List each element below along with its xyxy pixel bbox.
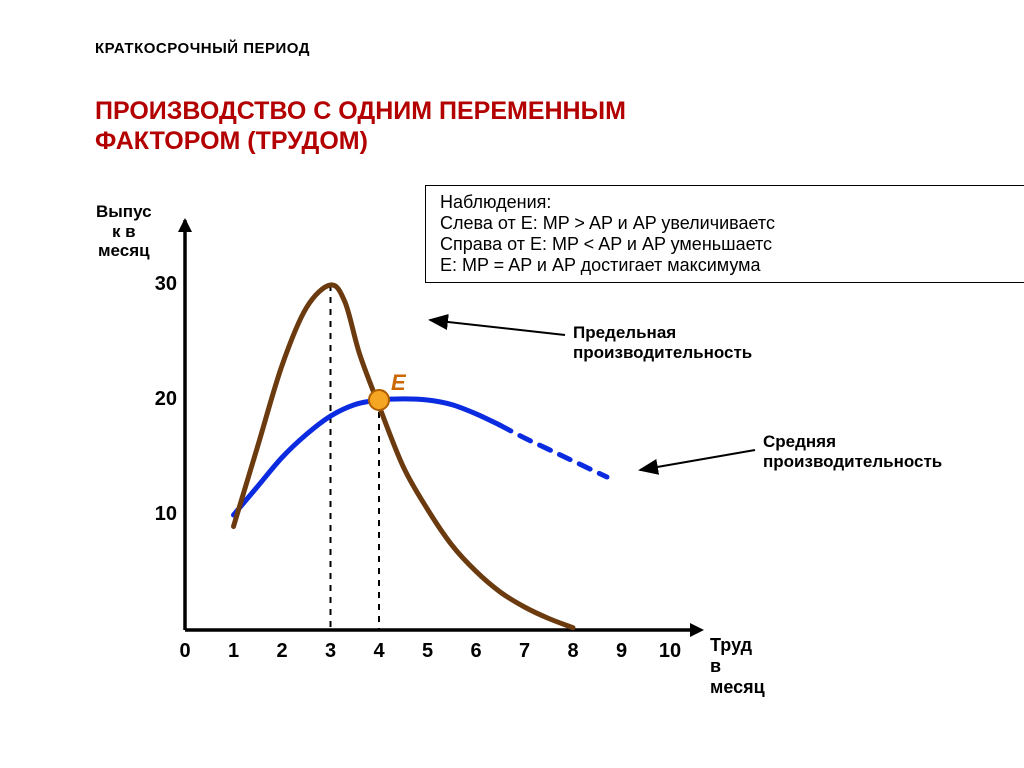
x-tick: 8 xyxy=(558,640,588,663)
title-line1: ПРОИЗВОДСТВО С ОДНИМ ПЕРЕМЕННЫМ xyxy=(95,97,626,125)
y-axis-label: Выпуск вмесяц xyxy=(96,202,152,261)
x-tick: 2 xyxy=(267,640,297,663)
x-tick: 6 xyxy=(461,640,491,663)
x-tick: 7 xyxy=(510,640,540,663)
y-tick: 30 xyxy=(147,273,177,296)
y-tick: 20 xyxy=(147,388,177,411)
x-tick: 3 xyxy=(316,640,346,663)
x-tick: 1 xyxy=(219,640,249,663)
point-e-label: E xyxy=(391,370,406,396)
x-axis-label: Труд в месяц xyxy=(710,635,765,698)
x-tick: 9 xyxy=(607,640,637,663)
x-tick: 4 xyxy=(364,640,394,663)
page-title: ПРОИЗВОДСТВО С ОДНИМ ПЕРЕМЕННЫМ ФАКТОРОМ… xyxy=(95,96,626,156)
mp-label: Предельнаяпроизводительность xyxy=(573,323,752,364)
subtitle: КРАТКОСРОЧНЫЙ ПЕРИОД xyxy=(95,40,310,57)
title-line2: ФАКТОРОМ (ТРУДОМ) xyxy=(95,127,368,155)
chart-area: 102030 012345678910 E Предельнаяпроизвод… xyxy=(185,220,725,660)
point-e xyxy=(368,389,390,411)
chart-svg xyxy=(155,190,755,660)
x-tick: 0 xyxy=(170,640,200,663)
y-tick: 10 xyxy=(147,503,177,526)
x-tick: 10 xyxy=(655,640,685,663)
ap-label: Средняяпроизводительность xyxy=(763,432,942,473)
x-tick: 5 xyxy=(413,640,443,663)
